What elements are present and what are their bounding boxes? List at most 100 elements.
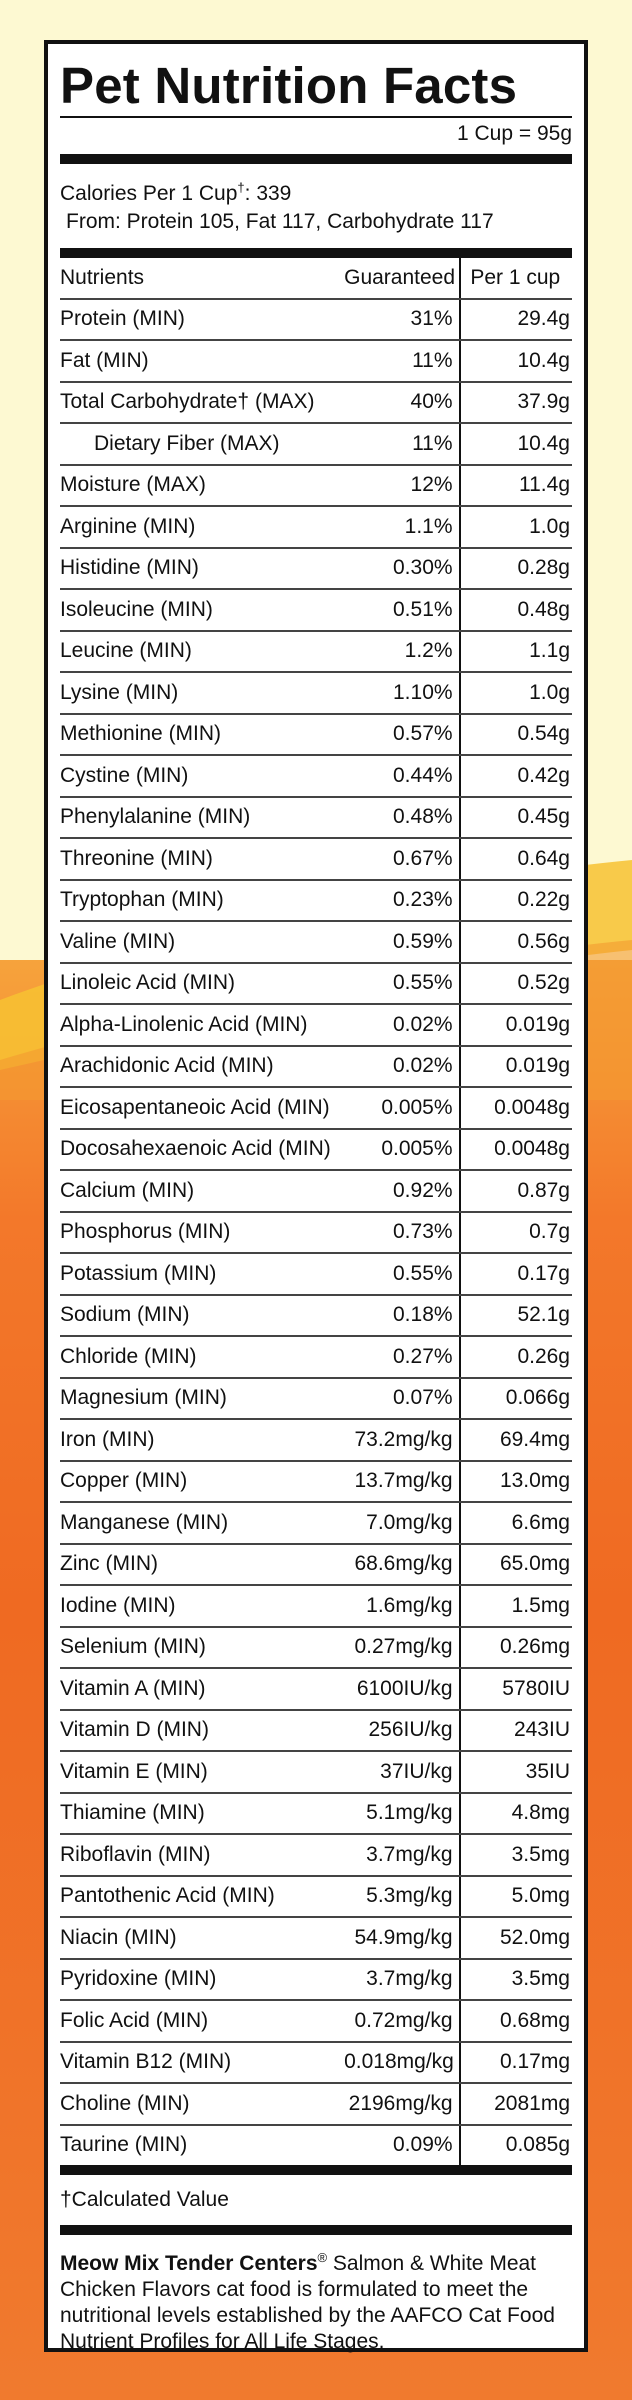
brand-name: Meow Mix Tender Centers bbox=[60, 2252, 318, 2275]
table-row: Sodium (MIN) 0.18% 52.1g bbox=[60, 1294, 572, 1337]
table-row: Linoleic Acid (MIN) 0.55% 0.52g bbox=[60, 962, 572, 1005]
table-row: Phenylalanine (MIN) 0.48% 0.45g bbox=[60, 796, 572, 839]
nutrient-name: Sodium (MIN) bbox=[60, 1294, 345, 1337]
per-cup-value: 4.8mg bbox=[459, 1792, 572, 1835]
guaranteed-value: 0.23% bbox=[344, 879, 461, 922]
guaranteed-value: 256IU/kg bbox=[344, 1709, 461, 1752]
guaranteed-value: 37IU/kg bbox=[344, 1751, 461, 1794]
guaranteed-value: 0.005% bbox=[344, 1087, 461, 1130]
guaranteed-value: 0.67% bbox=[344, 838, 461, 881]
guaranteed-value: 1.1% bbox=[344, 506, 461, 549]
table-row: Pyridoxine (MIN) 3.7mg/kg 3.5mg bbox=[60, 1958, 572, 2001]
guaranteed-value: 0.27% bbox=[344, 1336, 461, 1379]
per-cup-value: 0.0048g bbox=[459, 1087, 572, 1130]
nutrient-name: Potassium (MIN) bbox=[60, 1253, 345, 1296]
guaranteed-value: 0.48% bbox=[344, 796, 461, 839]
guaranteed-value: 0.92% bbox=[344, 1170, 461, 1213]
table-row: Methionine (MIN) 0.57% 0.54g bbox=[60, 713, 572, 756]
per-cup-value: 0.0048g bbox=[459, 1128, 572, 1171]
guaranteed-value: 11% bbox=[344, 423, 461, 466]
header-per-cup: Per 1 cup bbox=[459, 258, 572, 300]
per-cup-value: 1.1g bbox=[459, 630, 572, 673]
guaranteed-value: 1.6mg/kg bbox=[344, 1585, 461, 1628]
table-row: Arachidonic Acid (MIN) 0.02% 0.019g bbox=[60, 1045, 572, 1088]
per-cup-value: 1.0g bbox=[459, 506, 572, 549]
calories-line: Calories Per 1 Cup†: 339 bbox=[60, 174, 572, 208]
nutrient-name: Taurine (MIN) bbox=[60, 2133, 188, 2157]
panel-title: Pet Nutrition Facts bbox=[60, 57, 518, 114]
table-row: Eicosapentaneoic Acid (MIN) 0.005% 0.0048g bbox=[60, 1087, 572, 1130]
nutrient-name: Docosahexaenoic Acid (MIN) bbox=[60, 1128, 345, 1171]
per-cup-value: 65.0mg bbox=[459, 1543, 572, 1586]
calories-block: Calories Per 1 Cup†: 339 From: Protein 1… bbox=[60, 164, 572, 248]
guaranteed-value: 0.59% bbox=[344, 921, 461, 964]
nutrient-name: Arachidonic Acid (MIN) bbox=[60, 1045, 345, 1088]
nutrient-name: Vitamin B12 (MIN) bbox=[60, 2041, 345, 2084]
table-row: Total Carbohydrate† (MAX) 40% 37.9g bbox=[60, 381, 572, 424]
nutrient-name: Tryptophan (MIN) bbox=[60, 879, 345, 922]
guaranteed-value: 6100IU/kg bbox=[344, 1668, 461, 1711]
per-cup-value: 0.45g bbox=[459, 796, 572, 839]
guaranteed-value: 3.7mg/kg bbox=[344, 1834, 461, 1877]
title-divider bbox=[60, 116, 572, 118]
per-cup-value: 13.0mg bbox=[459, 1460, 572, 1503]
nutrient-name: Manganese (MIN) bbox=[60, 1502, 345, 1545]
nutrient-name: Histidine (MIN) bbox=[60, 547, 345, 590]
nutrient-name: Folic Acid (MIN) bbox=[60, 2000, 345, 2043]
per-cup-value: 3.5mg bbox=[459, 1834, 572, 1877]
table-row: Vitamin D (MIN) 256IU/kg 243IU bbox=[60, 1709, 572, 1752]
table-row: Dietary Fiber (MAX) 11% 10.4g bbox=[60, 423, 572, 466]
guaranteed-value: 54.9mg/kg bbox=[344, 1917, 461, 1960]
table-row: Copper (MIN) 13.7mg/kg 13.0mg bbox=[60, 1460, 572, 1503]
guaranteed-value: 40% bbox=[344, 381, 461, 424]
per-cup-value: 0.52g bbox=[459, 962, 572, 1005]
table-row: Alpha-Linolenic Acid (MIN) 0.02% 0.019g bbox=[60, 1004, 572, 1047]
per-cup-value: 0.28g bbox=[459, 547, 572, 590]
table-row: Potassium (MIN) 0.55% 0.17g bbox=[60, 1253, 572, 1296]
table-row: Thiamine (MIN) 5.1mg/kg 4.8mg bbox=[60, 1792, 572, 1835]
table-row: Protein (MIN) 31% 29.4g bbox=[60, 298, 572, 341]
table-row: Manganese (MIN) 7.0mg/kg 6.6mg bbox=[60, 1502, 572, 1545]
per-cup-value: 5.0mg bbox=[459, 1875, 572, 1918]
nutrient-name: Phenylalanine (MIN) bbox=[60, 796, 345, 839]
guaranteed-value: 7.0mg/kg bbox=[344, 1502, 461, 1545]
per-cup-value: 1.5mg bbox=[459, 1585, 572, 1628]
guaranteed-value: 13.7mg/kg bbox=[344, 1460, 461, 1503]
guaranteed-value: 12% bbox=[344, 464, 461, 507]
calories-breakdown: From: Protein 105, Fat 117, Carbohydrate… bbox=[66, 210, 494, 233]
per-cup-value: 35IU bbox=[459, 1751, 572, 1794]
nutrient-name: Cystine (MIN) bbox=[60, 755, 345, 798]
guaranteed-value: 0.02% bbox=[344, 1004, 461, 1047]
table-row: Folic Acid (MIN) 0.72mg/kg 0.68mg bbox=[60, 2000, 572, 2043]
per-cup-value: 69.4mg bbox=[459, 1419, 572, 1462]
nutrient-name: Threonine (MIN) bbox=[60, 838, 345, 881]
nutrient-name: Selenium (MIN) bbox=[60, 1626, 345, 1669]
table-row: Zinc (MIN) 68.6mg/kg 65.0mg bbox=[60, 1543, 572, 1586]
nutrient-name: Vitamin A (MIN) bbox=[60, 1668, 345, 1711]
nutrient-name: Fat (MIN) bbox=[60, 340, 345, 383]
table-row: Calcium (MIN) 0.92% 0.87g bbox=[60, 1170, 572, 1213]
nutrient-name: Iodine (MIN) bbox=[60, 1585, 345, 1628]
table-row: Vitamin B12 (MIN) 0.018mg/kg 0.17mg bbox=[60, 2041, 572, 2084]
nutrient-name: Protein (MIN) bbox=[60, 298, 345, 341]
footnote: †Calculated Value bbox=[60, 2188, 229, 2211]
table-row: Vitamin A (MIN) 6100IU/kg 5780IU bbox=[60, 1668, 572, 1711]
guaranteed-value: 5.3mg/kg bbox=[344, 1875, 461, 1918]
guaranteed-value: 2196mg/kg bbox=[344, 2083, 461, 2126]
nutrient-name: Lysine (MIN) bbox=[60, 672, 345, 715]
table-header-row: Nutrients Guaranteed Per 1 cup bbox=[60, 258, 572, 300]
nutrient-name: Zinc (MIN) bbox=[60, 1543, 345, 1586]
guaranteed-value: 0.72mg/kg bbox=[344, 2000, 461, 2043]
guaranteed-value: 0.30% bbox=[344, 547, 461, 590]
guaranteed-value: 0.18% bbox=[344, 1294, 461, 1337]
guaranteed-value: 0.018mg/kg bbox=[344, 2041, 461, 2084]
guaranteed-value: 0.005% bbox=[344, 1128, 461, 1171]
registered-mark: ® bbox=[317, 2250, 328, 2265]
nutrient-name: Chloride (MIN) bbox=[60, 1336, 345, 1379]
per-cup-value: 0.26mg bbox=[459, 1626, 572, 1669]
table-row: Lysine (MIN) 1.10% 1.0g bbox=[60, 672, 572, 715]
serving-divider bbox=[60, 154, 572, 164]
per-cup-value: 0.42g bbox=[459, 755, 572, 798]
table-row: Docosahexaenoic Acid (MIN) 0.005% 0.0048g bbox=[60, 1128, 572, 1171]
per-cup-value: 10.4g bbox=[459, 423, 572, 466]
